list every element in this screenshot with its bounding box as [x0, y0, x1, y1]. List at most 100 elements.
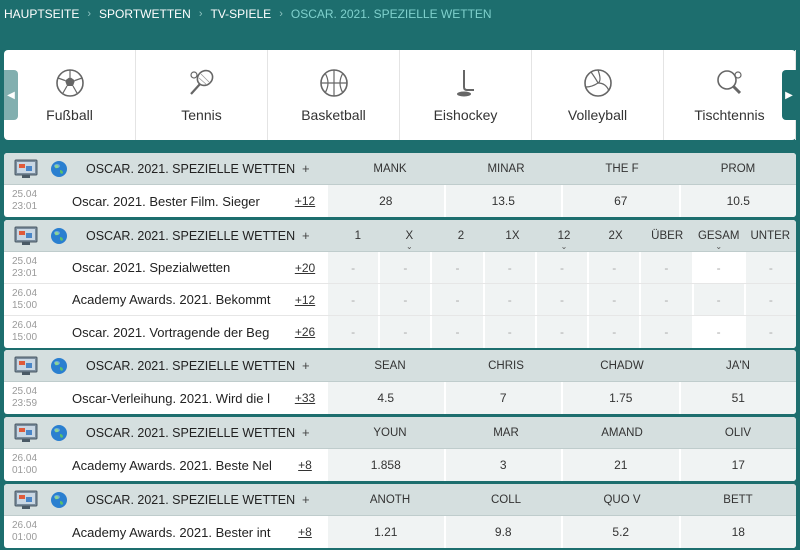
- odd-button[interactable]: -: [639, 284, 692, 315]
- more-markets-link[interactable]: +12: [294, 194, 316, 208]
- event-name[interactable]: Academy Awards. 2021. Beste Nel: [72, 457, 272, 473]
- odd-button[interactable]: 17: [678, 449, 796, 481]
- odd-button[interactable]: -: [743, 284, 796, 315]
- block-title[interactable]: OSCAR. 2021. SPEZIELLE WETTEN: [86, 492, 296, 507]
- expand-plus[interactable]: +: [302, 228, 310, 243]
- event-datetime: 26.04 01:00: [4, 453, 72, 477]
- event-name[interactable]: Academy Awards. 2021. Bekommt: [72, 292, 271, 307]
- odd-button[interactable]: -: [378, 316, 431, 348]
- odd-button[interactable]: -: [587, 252, 640, 283]
- event-name[interactable]: Academy Awards. 2021. Bester int: [72, 524, 271, 540]
- odd-button[interactable]: -: [326, 252, 379, 283]
- globe-icon: [50, 160, 86, 178]
- block-title[interactable]: OSCAR. 2021. SPEZIELLE WETTEN: [86, 161, 296, 176]
- odd-button[interactable]: -: [639, 316, 692, 348]
- odd-button[interactable]: 18: [678, 516, 796, 548]
- odd-button[interactable]: 7: [443, 382, 561, 414]
- more-markets-link[interactable]: +8: [298, 525, 312, 539]
- sport-ice-hockey[interactable]: Eishockey: [400, 50, 532, 140]
- breadcrumb-sportwetten[interactable]: SPORTWETTEN: [99, 7, 191, 21]
- odd-button[interactable]: 1.21: [326, 516, 444, 548]
- event-block: OSCAR. 2021. SPEZIELLE WETTEN + 1 X ⌄ 2 1…: [4, 220, 796, 348]
- odd-button[interactable]: -: [691, 284, 744, 315]
- event-name[interactable]: Oscar. 2021. Bester Film. Sieger: [72, 193, 260, 209]
- event-row: 25.04 23:01 Oscar. 2021. Spezialwetten +2…: [4, 252, 796, 284]
- block-title[interactable]: OSCAR. 2021. SPEZIELLE WETTEN: [86, 228, 296, 243]
- event-name[interactable]: Oscar-Verleihung. 2021. Wird die l: [72, 390, 270, 406]
- odd-button[interactable]: 51: [678, 382, 796, 414]
- odd-button[interactable]: -: [691, 316, 744, 348]
- scroll-right-button[interactable]: ▶: [782, 70, 796, 120]
- odd-button[interactable]: -: [430, 252, 483, 283]
- odd-button[interactable]: -: [743, 252, 796, 283]
- odd-button[interactable]: -: [326, 284, 379, 315]
- more-markets-link[interactable]: +8: [298, 458, 312, 472]
- odd-button[interactable]: -: [534, 284, 588, 315]
- event-date: 26.04: [12, 520, 38, 531]
- expand-plus[interactable]: +: [302, 425, 310, 440]
- odd-button[interactable]: -: [430, 316, 483, 348]
- odd-button[interactable]: 3: [443, 449, 561, 481]
- column-header: CHADW: [600, 359, 644, 372]
- column-header: UNTER: [750, 229, 791, 242]
- odd-button[interactable]: 21: [561, 449, 679, 481]
- odd-button[interactable]: -: [743, 316, 796, 348]
- odd-button[interactable]: -: [534, 252, 588, 283]
- expand-plus[interactable]: +: [302, 492, 310, 507]
- sport-soccer[interactable]: Fußball: [4, 50, 136, 140]
- more-markets-link[interactable]: +33: [294, 391, 316, 405]
- odd-button[interactable]: 28: [326, 185, 444, 217]
- expand-plus[interactable]: +: [302, 358, 310, 373]
- odd-button[interactable]: -: [378, 252, 431, 283]
- odd-button[interactable]: 9.8: [443, 516, 561, 548]
- column-header: 1X: [505, 229, 520, 242]
- odd-button[interactable]: 13.5: [443, 185, 561, 217]
- chevron-down-icon: ⌄: [560, 241, 568, 251]
- odd-button[interactable]: 1.858: [326, 449, 444, 481]
- breadcrumb-home[interactable]: HAUPTSEITE: [4, 7, 80, 21]
- odd-button[interactable]: -: [378, 284, 431, 315]
- odd-button[interactable]: -: [482, 316, 535, 348]
- odd-button[interactable]: -: [534, 316, 588, 348]
- sport-table-tennis[interactable]: Tischtennis: [664, 50, 796, 140]
- event-name[interactable]: Oscar. 2021. Vortragende der Beg: [72, 324, 270, 340]
- block-title[interactable]: OSCAR. 2021. SPEZIELLE WETTEN: [86, 425, 296, 440]
- block-title[interactable]: OSCAR. 2021. SPEZIELLE WETTEN: [86, 358, 296, 373]
- odd-button[interactable]: -: [587, 284, 640, 315]
- more-markets-link[interactable]: +12: [294, 292, 316, 307]
- chevron-right-icon: ▶: [785, 89, 793, 101]
- column-header: 12 ⌄: [538, 230, 590, 251]
- globe-icon: [50, 424, 86, 442]
- odd-button[interactable]: -: [482, 284, 535, 315]
- odd-button[interactable]: 5.2: [561, 516, 679, 548]
- sport-tennis[interactable]: Tennis: [136, 50, 268, 140]
- odd-button[interactable]: -: [430, 284, 483, 315]
- event-block: OSCAR. 2021. SPEZIELLE WETTEN + ANOTH CO…: [4, 484, 796, 548]
- odd-button[interactable]: 67: [561, 185, 679, 217]
- odd-button[interactable]: -: [482, 252, 535, 283]
- sport-volleyball[interactable]: Volleyball: [532, 50, 664, 140]
- breadcrumb-tv-spiele[interactable]: TV-SPIELE: [210, 7, 272, 21]
- odd-button[interactable]: -: [691, 252, 744, 283]
- more-markets-link[interactable]: +26: [294, 325, 316, 339]
- chevron-right-icon: ›: [279, 8, 283, 20]
- event-time: 15:00: [12, 332, 38, 343]
- odd-button[interactable]: 10.5: [678, 185, 796, 217]
- odd-button[interactable]: 1.75: [561, 382, 679, 414]
- column-header: AMAND: [601, 426, 643, 439]
- chevron-right-icon: ›: [198, 8, 203, 20]
- event-name[interactable]: Oscar. 2021. Spezialwetten: [72, 260, 231, 275]
- globe-icon: [50, 357, 86, 375]
- odd-button[interactable]: -: [587, 316, 640, 348]
- scroll-left-button[interactable]: ◀: [4, 70, 18, 120]
- more-markets-link[interactable]: +20: [294, 260, 316, 275]
- volleyball-icon: [583, 69, 612, 97]
- event-date: 25.04: [12, 189, 38, 200]
- odd-button[interactable]: -: [639, 252, 692, 283]
- odd-button[interactable]: -: [326, 316, 379, 348]
- expand-plus[interactable]: +: [302, 161, 310, 176]
- event-date: 25.04: [12, 255, 38, 267]
- basketball-icon: [319, 69, 348, 97]
- sport-basketball[interactable]: Basketball: [268, 50, 400, 140]
- odd-button[interactable]: 4.5: [326, 382, 444, 414]
